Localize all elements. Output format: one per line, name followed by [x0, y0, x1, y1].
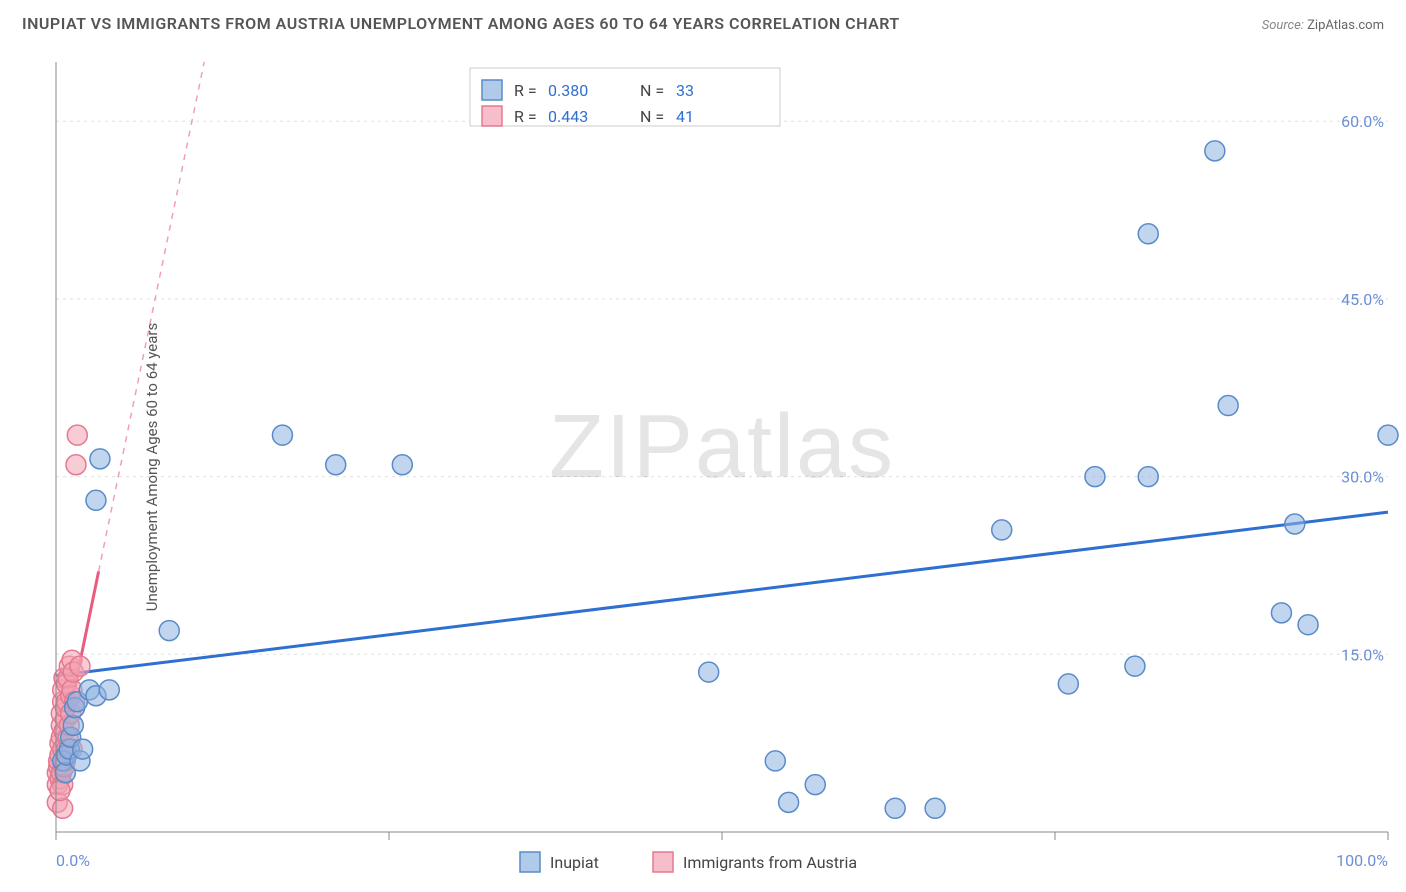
data-point — [992, 520, 1012, 540]
data-point — [1085, 467, 1105, 487]
data-point — [765, 751, 785, 771]
data-point — [1138, 224, 1158, 244]
y-tick-label: 60.0% — [1341, 112, 1384, 131]
data-point — [326, 455, 346, 475]
data-point — [1271, 603, 1291, 623]
data-point — [1058, 674, 1078, 694]
legend-swatch — [482, 106, 502, 126]
data-point — [1218, 396, 1238, 416]
y-tick-label: 30.0% — [1341, 468, 1384, 487]
data-point — [1378, 425, 1398, 445]
legend-r-value: 0.380 — [548, 81, 588, 100]
data-point — [392, 455, 412, 475]
data-point — [66, 455, 86, 475]
x-tick-label: 0.0% — [56, 851, 90, 870]
series-legend-swatch — [653, 852, 673, 872]
data-point — [1298, 615, 1318, 635]
correlation-scatter-chart: ZIPatlas 0.0% 100.0% 15.0% 30.0% 45.0% 60.0% R … — [0, 42, 1406, 892]
data-point — [99, 680, 119, 700]
legend-r-label: R = — [514, 81, 537, 100]
series-legend-swatch — [520, 852, 540, 872]
data-point — [1138, 467, 1158, 487]
trendline-inupiat — [56, 512, 1388, 675]
y-axis-label: Unemployment Among Ages 60 to 64 years — [143, 323, 161, 611]
data-point — [1285, 514, 1305, 534]
data-point — [1125, 656, 1145, 676]
x-tick-label: 100.0% — [1336, 851, 1388, 870]
data-point — [159, 621, 179, 641]
data-point — [805, 775, 825, 795]
legend-r-label: R = — [514, 107, 537, 126]
source-attribution: Source: ZipAtlas.com — [1262, 14, 1384, 33]
data-point — [50, 781, 70, 801]
legend-n-label: N = — [640, 81, 664, 100]
watermark: ZIPatlas — [549, 397, 895, 497]
data-point — [925, 798, 945, 818]
legend-swatch — [482, 80, 502, 100]
legend-r-value: 0.443 — [548, 107, 588, 126]
legend-n-value: 33 — [676, 81, 694, 100]
data-point — [63, 715, 83, 735]
data-point — [90, 449, 110, 469]
y-tick-label: 45.0% — [1341, 290, 1384, 309]
data-point — [1205, 141, 1225, 161]
data-point — [779, 792, 799, 812]
data-point — [885, 798, 905, 818]
y-tick-label: 15.0% — [1341, 645, 1384, 664]
source-prefix: Source: — [1262, 18, 1307, 33]
data-point — [73, 739, 93, 759]
data-point — [699, 662, 719, 682]
data-point — [272, 425, 292, 445]
legend-n-value: 41 — [676, 107, 694, 126]
data-point — [70, 656, 90, 676]
chart-title: INUPIAT VS IMMIGRANTS FROM AUSTRIA UNEMP… — [22, 14, 900, 33]
data-point — [86, 490, 106, 510]
legend-n-label: N = — [640, 107, 664, 126]
data-point — [67, 425, 87, 445]
series-legend-label: Inupiat — [550, 853, 599, 872]
series-legend-label: Immigrants from Austria — [683, 853, 857, 872]
source-name: ZipAtlas.com — [1307, 18, 1384, 33]
